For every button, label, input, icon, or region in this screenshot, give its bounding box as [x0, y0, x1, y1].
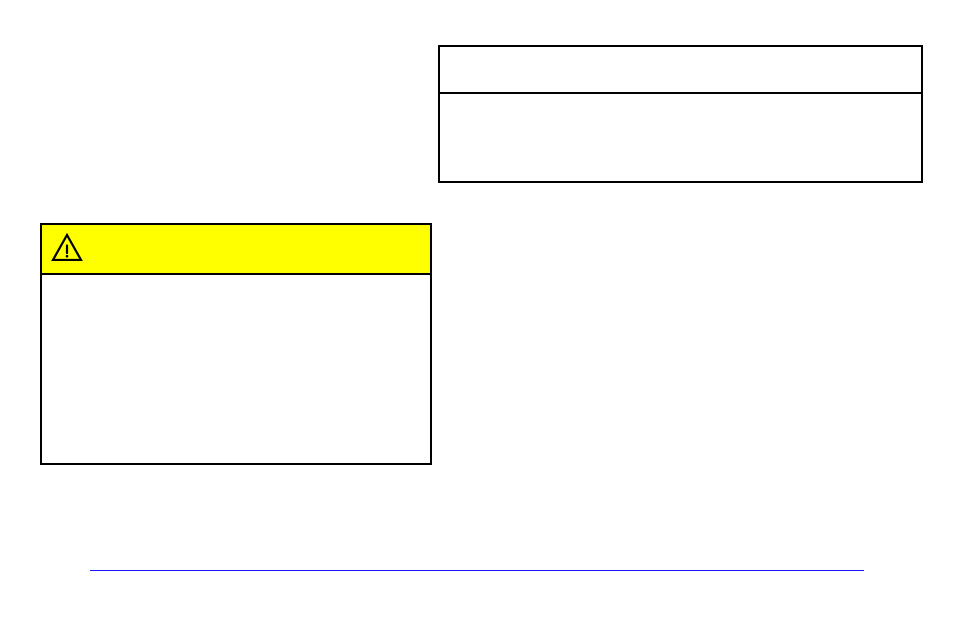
top-right-box: [438, 45, 923, 183]
warning-triangle-icon: [49, 231, 85, 267]
bottom-rule: [90, 570, 864, 571]
top-right-header-divider: [438, 92, 923, 94]
caution-header: [40, 223, 432, 275]
